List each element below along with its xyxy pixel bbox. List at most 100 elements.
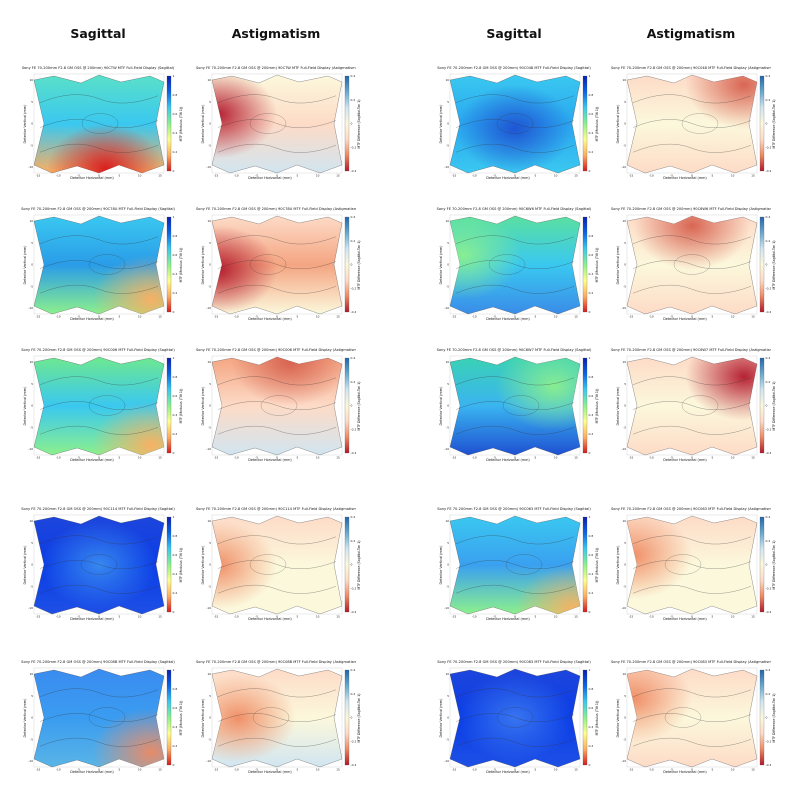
- colorbar-label: MTF Difference (Sagittal-Tan 1): [357, 540, 361, 590]
- x-axis-label: Detector Horizontal (mm): [248, 176, 292, 180]
- mtf-plot-4: 0.4 0.2 0 -0.2 -0.4 -15 -10 -5 0 5 10 15 10 5 0 -5 -10 So…: [611, 66, 776, 186]
- x-tick-label: 5: [118, 315, 120, 319]
- y-tick-label: -10: [621, 759, 626, 763]
- plot-title: Sony FE 70-200mm F2.8 GM OSS @ 200mm) 90…: [196, 207, 356, 211]
- colorbar-tick-label: 1: [589, 356, 591, 360]
- y-tick-label: 5: [624, 694, 626, 698]
- y-tick-label: 10: [445, 672, 449, 676]
- x-tick-label: 10: [731, 174, 735, 178]
- plot-title: Sony FE 70-200mm F2.8 GM OSS @ 200mm) 90…: [436, 207, 592, 211]
- colorbar-tick-label: -0.4: [351, 310, 357, 314]
- x-tick-label: 15: [336, 615, 340, 619]
- x-tick-label: -5: [77, 615, 80, 619]
- plot-canvas: 1 0.8 0.6 0.4 0.2 0 -15 -10 -5 0 5 10 15 10 5 0 -5 -10: [444, 667, 593, 772]
- colorbar-tick-label: 0: [351, 716, 353, 720]
- x-axis-label: Detector Horizontal (mm): [248, 458, 292, 462]
- colorbar-tick-label: 0.6: [589, 112, 594, 116]
- contour-line: [217, 260, 337, 269]
- contour-line: [455, 376, 575, 386]
- x-tick-label: -15: [452, 615, 457, 619]
- x-tick-label: 10: [554, 768, 558, 772]
- x-axis-label: Detector Horizontal (mm): [486, 770, 530, 774]
- x-tick-label: 5: [711, 456, 713, 460]
- field-hotspot: [34, 216, 164, 314]
- x-tick-label: 15: [336, 174, 340, 178]
- colorbar-tick-label: -0.2: [351, 286, 357, 290]
- mtf-plot-11: 1 0.8 0.6 0.4 0.2 0 -15 -10 -5 0 5 10 15 10 5 0 -5 -10 Son…: [434, 348, 599, 468]
- plot-title: Sony FE 70-200mm F2.8 GM OSS @ 200mm) 90…: [437, 66, 591, 70]
- field-hotspot: [627, 357, 757, 455]
- x-tick-label: 0: [98, 174, 100, 178]
- x-tick-label: -10: [472, 615, 477, 619]
- colorbar-tick-label: -0.2: [766, 145, 772, 149]
- x-tick-label: 10: [554, 174, 558, 178]
- colorbar-tick-label: 1: [173, 668, 175, 672]
- x-tick-label: 0: [691, 174, 693, 178]
- colorbar-tick-label: 0.8: [173, 93, 178, 97]
- field-hotspot: [627, 516, 757, 614]
- colorbar-tick-label: 0.4: [766, 668, 771, 672]
- x-tick-label: -10: [234, 456, 239, 460]
- x-tick-label: 0: [514, 456, 516, 460]
- x-tick-label: -5: [670, 768, 673, 772]
- plot-canvas: 1 0.8 0.6 0.4 0.2 0 -15 -10 -5 0 5 10 15 10 5 0 -5 -10: [28, 73, 178, 178]
- x-tick-label: 15: [751, 768, 755, 772]
- x-tick-label: 5: [534, 768, 536, 772]
- plot-canvas: 0.4 0.2 0 -0.2 -0.4 -15 -10 -5 0 5 10 15 10 5 0 -5 -10: [206, 73, 357, 178]
- x-axis-label: Detector Horizontal (mm): [663, 176, 707, 180]
- plot-title: Sony FE 70-200mm F2.8 GM OSS @ 200mm) 90…: [21, 660, 175, 664]
- x-axis-label: Detector Horizontal (mm): [70, 317, 114, 321]
- x-tick-label: 0: [514, 315, 516, 319]
- x-tick-label: 10: [138, 615, 142, 619]
- contour-line: [632, 560, 752, 569]
- colorbar-tick-label: 0: [766, 563, 768, 567]
- colorbar-label: MTF Difference (Sagittal-Tan 1): [772, 240, 776, 290]
- colorbar-tick-label: 0.6: [589, 553, 594, 557]
- x-axis-label: Detector Horizontal (mm): [70, 458, 114, 462]
- x-tick-label: -5: [670, 174, 673, 178]
- y-tick-label: 10: [445, 519, 449, 523]
- y-tick-label: -10: [621, 606, 626, 610]
- colorbar-tick-label: 0.8: [589, 375, 594, 379]
- colorbar-tick-label: 0: [173, 451, 175, 455]
- colorbar-label: MTF (Modulus (Tilt 1)): [595, 247, 599, 283]
- colorbar-tick-label: 0.8: [589, 93, 594, 97]
- plot-title: Sony FE 70-200mm F2.8 GM OSS @ 200mm) 90…: [196, 348, 356, 352]
- x-tick-label: -15: [214, 615, 219, 619]
- contour-line: [39, 235, 159, 245]
- contour-line: [632, 688, 752, 698]
- contour-line: [632, 94, 752, 104]
- contour-ring: [673, 254, 711, 275]
- x-tick-label: 0: [276, 315, 278, 319]
- x-tick-label: 5: [711, 315, 713, 319]
- contour-ring: [681, 113, 719, 134]
- field-hotspot: [450, 669, 580, 767]
- colorbar-tick-label: -0.4: [351, 169, 357, 173]
- contour-line: [632, 425, 752, 435]
- y-tick-label: 5: [209, 382, 211, 386]
- contour-line: [39, 688, 159, 698]
- y-tick-label: -5: [446, 737, 449, 741]
- y-axis-label: Detector Vertical (mm): [439, 245, 443, 285]
- contour-ring: [502, 395, 540, 416]
- colorbar-tick-label: 0: [173, 610, 175, 614]
- x-tick-label: -5: [255, 315, 258, 319]
- y-tick-label: -10: [206, 447, 211, 451]
- y-tick-label: -5: [208, 737, 211, 741]
- colorbar: [759, 75, 765, 172]
- y-axis-label: Detector Vertical (mm): [616, 386, 620, 426]
- contour-line: [217, 143, 337, 153]
- colorbar-tick-label: -0.4: [766, 310, 772, 314]
- field-hotspot: [627, 669, 757, 767]
- x-tick-label: -15: [36, 615, 41, 619]
- x-tick-label: 0: [98, 768, 100, 772]
- y-tick-label: -5: [446, 143, 449, 147]
- x-tick-label: 15: [574, 315, 578, 319]
- x-tick-label: -5: [255, 456, 258, 460]
- contour-ring: [496, 707, 534, 728]
- x-tick-label: 10: [731, 456, 735, 460]
- plot-canvas: 1 0.8 0.6 0.4 0.2 0 -15 -10 -5 0 5 10 15 10 5 0 -5 -10: [28, 355, 177, 460]
- y-axis-label: Detector Vertical (mm): [23, 104, 27, 144]
- colorbar: [759, 516, 765, 613]
- colorbar-tick-label: 1: [173, 215, 175, 219]
